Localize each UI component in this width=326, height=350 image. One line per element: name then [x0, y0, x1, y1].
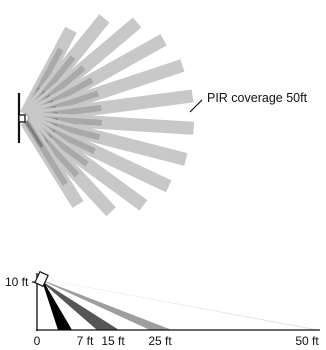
distance-label-25ft: 25 ft	[148, 334, 172, 348]
coverage-beams	[20, 14, 195, 217]
coverage-beam	[20, 117, 84, 208]
side-view-coverage: 10 ft 0 7 ft 15 ft 25 ft 50 ft	[5, 270, 320, 348]
height-label: 10 ft	[5, 275, 29, 289]
beam-segment-inner	[24, 120, 44, 148]
coverage-callout-line	[189, 99, 203, 113]
zone-15ft	[43, 283, 119, 330]
coverage-label: PIR coverage 50ft	[207, 91, 308, 105]
beam-segment-outer	[27, 111, 195, 135]
distance-label-7ft: 7 ft	[77, 334, 94, 348]
zone-50ft	[43, 279, 320, 330]
sensor-top-icon	[18, 114, 26, 123]
distance-label-15ft: 15 ft	[101, 334, 125, 348]
distance-label-50ft: 50 ft	[295, 334, 319, 348]
top-view-coverage: PIR coverage 50ft	[17, 14, 308, 217]
sensor-side-icon	[34, 270, 49, 288]
zone-25ft	[43, 281, 172, 330]
zone-7ft	[43, 284, 72, 330]
distance-label-0: 0	[34, 334, 41, 348]
